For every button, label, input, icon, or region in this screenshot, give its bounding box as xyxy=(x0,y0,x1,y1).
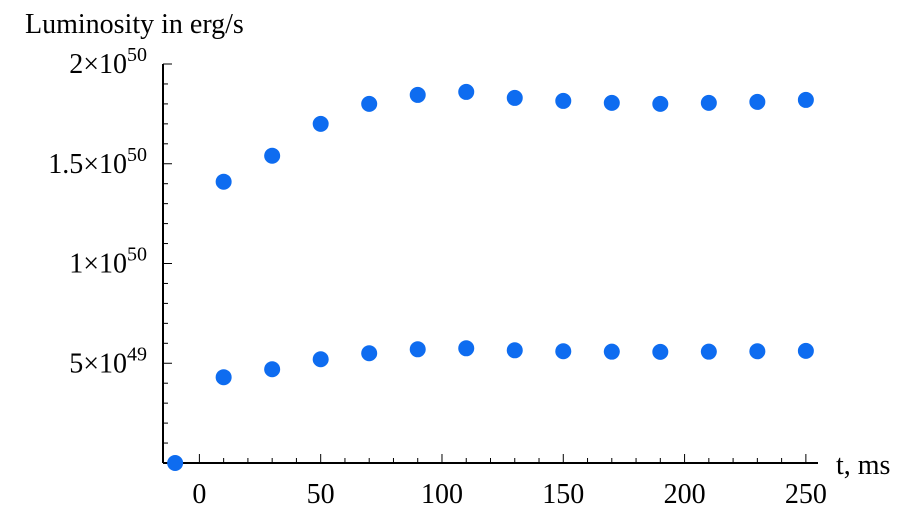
data-point xyxy=(797,91,814,108)
data-point xyxy=(700,94,717,111)
data-point xyxy=(700,343,717,360)
data-point xyxy=(749,343,766,360)
data-point xyxy=(409,341,426,358)
x-tick-label: 50 xyxy=(307,479,335,508)
y-tick-label: 1×1050 xyxy=(69,244,147,280)
data-point xyxy=(555,92,572,109)
x-tick-label: 150 xyxy=(542,479,584,508)
x-ticks: 0 50 100 150 200 250 xyxy=(192,479,826,508)
data-point xyxy=(312,115,329,132)
data-point xyxy=(652,343,669,360)
data-point xyxy=(797,342,814,359)
data-point xyxy=(215,173,232,190)
x-tick-label: 0 xyxy=(192,479,206,508)
y-axis-title: Luminosity in erg/s xyxy=(25,9,244,40)
x-tick-label: 100 xyxy=(421,479,463,508)
y-ticks: 5×1049 1×1050 1.5×1050 2×1050 xyxy=(48,44,147,379)
y-tick-label: 1.5×1050 xyxy=(48,144,147,180)
data-point xyxy=(167,455,184,471)
data-point xyxy=(409,86,426,103)
data-point xyxy=(603,343,620,360)
y-tick-label: 5×1049 xyxy=(69,343,147,379)
data-points xyxy=(167,83,814,471)
data-point xyxy=(361,345,378,362)
data-point xyxy=(264,147,281,164)
x-tick-label: 250 xyxy=(785,479,827,508)
data-point xyxy=(361,95,378,112)
x-axis-title: t, ms xyxy=(836,450,890,481)
y-tick-label: 2×1050 xyxy=(69,44,147,80)
data-point xyxy=(506,89,523,106)
data-point xyxy=(312,351,329,368)
data-point xyxy=(458,83,475,100)
data-point xyxy=(264,361,281,378)
data-point xyxy=(652,95,669,112)
axes xyxy=(162,63,818,464)
data-point xyxy=(749,93,766,110)
data-point xyxy=(603,94,620,111)
data-point xyxy=(458,340,475,357)
data-point xyxy=(215,369,232,386)
x-tick-label: 200 xyxy=(664,479,706,508)
data-point xyxy=(555,343,572,360)
data-point xyxy=(506,342,523,359)
